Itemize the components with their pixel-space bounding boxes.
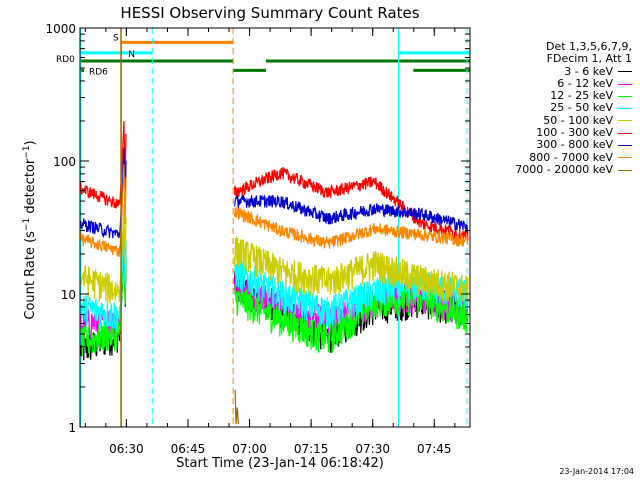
flag-bars: SN RD0 RD6 (56, 33, 470, 77)
legend-label: 50 - 100 keV (543, 113, 613, 127)
series-line-after (233, 167, 469, 242)
series-line-before (80, 294, 121, 332)
x-tick-label: 06:30 (109, 442, 144, 456)
legend-entry: 50 - 100 keV (486, 113, 632, 127)
y-tick-label: 1 (68, 421, 76, 435)
chart-title: HESSI Observing Summary Count Rates (120, 4, 419, 22)
y-tick-label: 1000 (45, 22, 76, 36)
series-line-before (80, 218, 121, 239)
flag-label-rd0: RD0 (56, 55, 75, 65)
legend-label: 6 - 12 keV (557, 76, 613, 90)
legend-swatch (618, 132, 632, 134)
legend-swatch (618, 169, 632, 171)
legend-entry: 100 - 300 keV (486, 126, 632, 140)
legend-entry: 3 - 6 keV (486, 64, 632, 78)
series-line-after (233, 206, 469, 249)
legend-label: 7000 - 20000 keV (515, 162, 613, 176)
timestamp: 23-Jan-2014 17:04 (559, 467, 634, 476)
y-axis-label: Count Rate (s−1 detector−1) (22, 140, 38, 319)
y-tick-label: 100 (53, 155, 76, 169)
brown-trace-restart (234, 389, 240, 425)
legend-swatch (618, 83, 632, 85)
y-tick-label: 10 (61, 288, 76, 302)
legend-label: 300 - 800 keV (536, 138, 613, 152)
series-line-before (80, 265, 121, 304)
legend: Det 1,3,5,6,7,9, FDecim 1, Att 1 3 - 6 k… (486, 40, 632, 176)
legend-entry: 800 - 7000 keV (486, 150, 632, 164)
legend-header-2: FDecim 1, Att 1 (546, 52, 632, 66)
series-line-after (233, 236, 469, 304)
legend-entry: 12 - 25 keV (486, 89, 632, 103)
x-tick-label: 07:15 (294, 442, 329, 456)
legend-label: 100 - 300 keV (536, 126, 613, 140)
legend-entry: 6 - 12 keV (486, 76, 632, 90)
x-axis-label: Start Time (23-Jan-14 06:18:42) (176, 456, 384, 471)
legend-label: 3 - 6 keV (564, 64, 613, 78)
legend-label: 25 - 50 keV (550, 101, 613, 115)
legend-label: 12 - 25 keV (550, 89, 613, 103)
flag-label-rd6: RD6 (89, 67, 108, 77)
legend-swatch (618, 95, 632, 97)
legend-header-1: Det 1,3,5,6,7,9, (545, 40, 632, 53)
plot-frame (79, 27, 471, 428)
flag-label-s: S (113, 33, 119, 43)
legend-swatch (618, 108, 632, 110)
legend-entry: 7000 - 20000 keV (486, 162, 632, 176)
series-line-after (233, 194, 469, 234)
x-tick-label: 07:45 (417, 442, 452, 456)
x-tick-label: 06:45 (171, 442, 206, 456)
legend-swatch (618, 145, 632, 147)
rd6-marker (81, 68, 84, 72)
legend-entry: 300 - 800 keV (486, 139, 632, 151)
series-line-before (80, 182, 121, 209)
legend-swatch (618, 71, 632, 73)
series-line-before (80, 232, 121, 257)
legend-label: 800 - 7000 keV (529, 150, 613, 164)
axes: 06:30 06:45 07:00 07:15 07:30 07:45 1 10 100 1000 (45, 22, 470, 456)
legend-swatch (618, 120, 632, 122)
x-tick-label: 07:30 (355, 442, 390, 456)
series-group (80, 28, 469, 427)
legend-entry: 25 - 50 keV (486, 102, 632, 114)
flag-label-n: N (128, 50, 135, 60)
legend-swatch (618, 157, 632, 159)
series-line-after (233, 256, 469, 329)
x-tick-label: 07:00 (232, 442, 267, 456)
